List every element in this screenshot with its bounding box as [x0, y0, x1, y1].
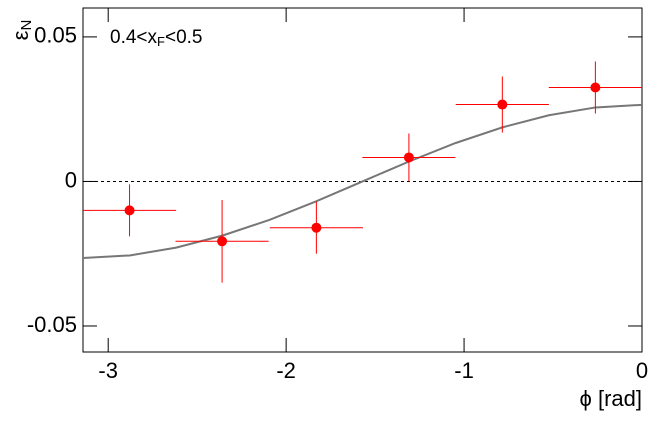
point: [124, 205, 135, 216]
y-tick-label: 0: [65, 167, 77, 192]
y-label-main: ε: [8, 30, 33, 40]
frame: [82, 7, 643, 353]
point: [217, 236, 228, 247]
annotation-sub: F: [157, 34, 165, 49]
x-tick-label: -3: [98, 358, 118, 383]
point: [403, 152, 414, 163]
x-axis-label: ϕ [rad]: [580, 386, 642, 411]
x-tick-label: -1: [454, 358, 474, 383]
y-tick-label: 0.05: [34, 23, 77, 48]
fit-curve: [82, 103, 643, 260]
annotation-text: 0.4<x: [110, 27, 158, 48]
x-tick-label: 0: [636, 358, 648, 383]
y-tick-label: -0.05: [27, 312, 77, 337]
y-axis-label: εN: [8, 20, 35, 41]
x-tick-label: -2: [276, 358, 296, 383]
annotation-text: <0.5: [165, 27, 203, 48]
point: [590, 82, 601, 93]
annotation: 0.4<xF<0.5: [110, 27, 202, 49]
point: [497, 99, 508, 110]
point: [311, 222, 322, 233]
y-label-sub: N: [18, 20, 35, 31]
